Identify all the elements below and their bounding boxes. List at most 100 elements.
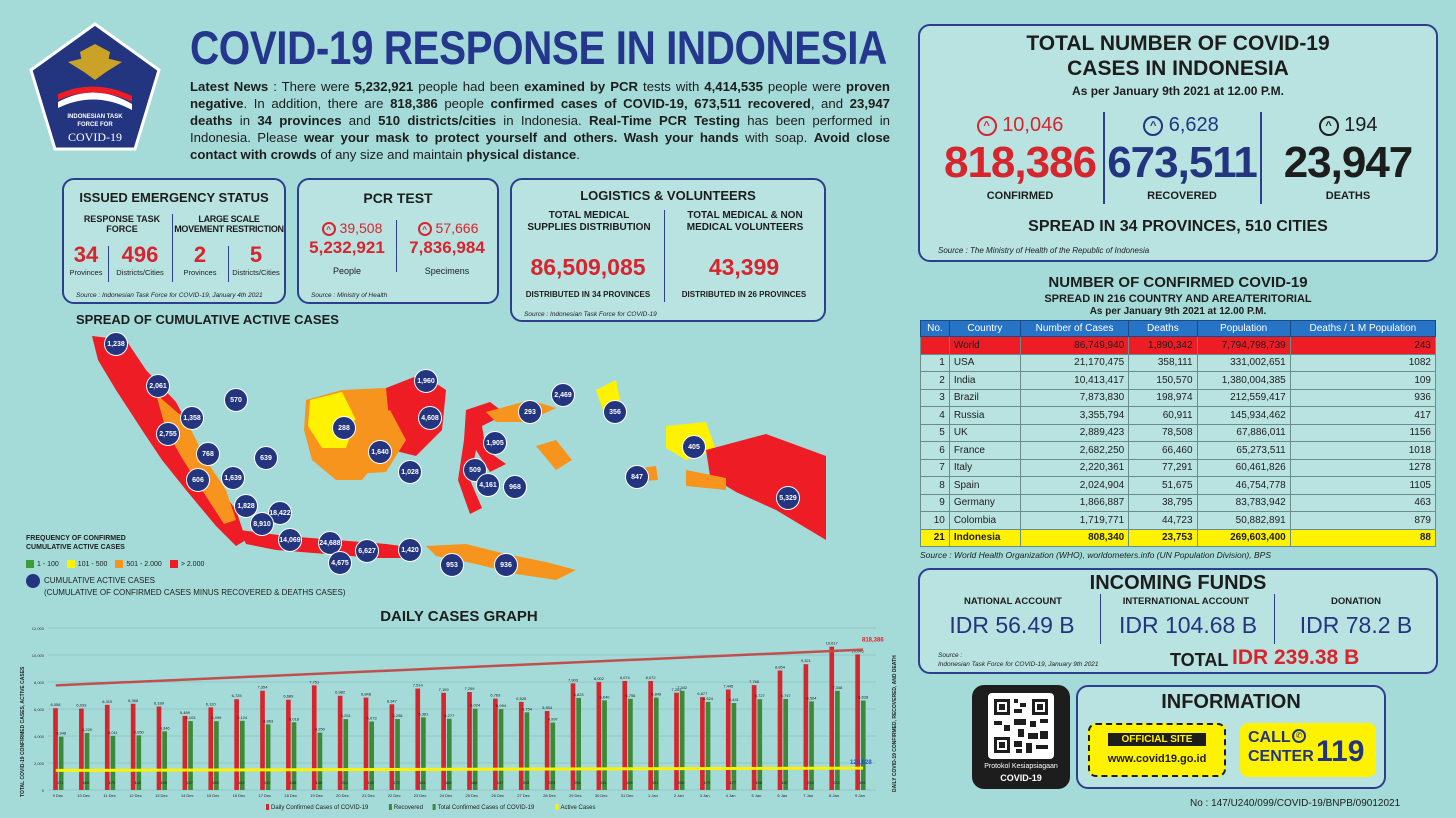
recovered-bar (214, 721, 219, 790)
chart-legend-label: Recovered (394, 805, 423, 811)
table-cell: 7 (920, 458, 950, 477)
table-row: 4 Russia 3,355,794 60,911 145,934,462 417 (920, 406, 1437, 425)
map-case-dot: 1,028 (398, 460, 422, 484)
qr-line2: COVID-19 (1000, 773, 1042, 783)
legend-swatch (388, 804, 392, 810)
confirmed-data-label: 7,445 (723, 683, 734, 688)
confirmed-bar (311, 685, 317, 790)
emergency-title: ISSUED EMERGENCY STATUS (79, 190, 269, 205)
table-cell: Germany (948, 493, 1021, 512)
chart-legend-label: Daily Confirmed Cases of COVID-19 (271, 805, 369, 811)
table-cell: 2 (920, 371, 950, 390)
recovered-bar (860, 700, 866, 790)
confirmed-data-label: 6,725 (232, 693, 243, 698)
up-arrow-icon: ^ (1143, 115, 1164, 136)
recovered-bar (679, 690, 685, 790)
y-axis-label: TOTAL COVID-19 CONFIRMED CASES, ACTIVE C… (20, 666, 26, 797)
confirmed-bar (493, 698, 498, 790)
table-cell: 212,559,417 (1196, 388, 1291, 407)
recovered-data-label: 6,524 (703, 696, 714, 701)
table-cell: 8 (920, 476, 950, 495)
confirmed-bar (286, 699, 291, 790)
up-arrow-icon: ^ (321, 222, 336, 237)
pcr-l1: People (332, 266, 362, 276)
emergency-v1: 34 (73, 242, 99, 267)
legend-swatch (115, 560, 124, 568)
active-data-label: 161 (419, 780, 426, 785)
funds-v1: IDR 56.49 B (949, 612, 1075, 638)
table-cell: 2,889,423 (1019, 423, 1130, 442)
confirmed-bar (260, 690, 265, 790)
table-cell: 198,974 (1128, 388, 1198, 407)
recovered-bar (731, 703, 737, 790)
x-tick-label: 13 Dec (155, 793, 168, 798)
qr-line1: Protokol Kesiapsiagaan (984, 763, 1058, 770)
total-l1: CONFIRMED (986, 190, 1054, 202)
recovered-data-label: 4,220 (82, 727, 93, 732)
pcr-inc2: 57,666 (435, 220, 479, 236)
call-center-button[interactable]: CALL ✆ CENTER 119 (1240, 723, 1376, 777)
table-cell: 331,002,651 (1196, 353, 1291, 372)
table-row: 6 France 2,682,250 66,460 65,273,511 1018 (920, 441, 1437, 460)
recovered-data-label: 5,099 (211, 715, 222, 720)
table-cell: 1,890,342 (1128, 336, 1198, 355)
recovered-data-label: 5,258 (393, 713, 404, 718)
map-legend-title1: FREQUENCY OF CONFIRMED (26, 535, 126, 542)
active-data-label: 179 (704, 780, 711, 785)
recovered-data-label: 4,250 (315, 727, 326, 732)
legend-label: 1 - 100 (37, 560, 59, 568)
map-case-dot: 953 (440, 553, 464, 577)
confirmed-bar (130, 703, 136, 790)
table-cell: 23,753 (1128, 528, 1198, 547)
table-cell: 1156 (1289, 423, 1437, 442)
legend-label: 101 - 500 (77, 560, 108, 568)
recovered-data-label: 5,277 (444, 713, 455, 718)
logistics-panel: LOGISTICS & VOLUNTEERS TOTAL MEDICAL SUP… (510, 178, 826, 322)
active-data-label: 143 (367, 780, 374, 785)
map-case-dot: 2,755 (156, 422, 180, 446)
confirmed-data-label: 7,199 (439, 687, 450, 692)
legend-label: 501 - 2.000 (126, 560, 162, 568)
x-tick-label: 22 Dec (388, 793, 401, 798)
active-data-label: 221 (341, 780, 348, 785)
table-cell: 83,783,942 (1196, 493, 1291, 512)
document-number: No : 147/U240/099/COVID-19/BNPB/09012021 (1190, 798, 1401, 809)
qr-card[interactable]: Protokol Kesiapsiagaan COVID-19 (972, 685, 1070, 789)
emergency-status-panel: ISSUED EMERGENCY STATUS RESPONSE TASK FO… (62, 178, 286, 304)
recovered-bar (628, 698, 633, 790)
x-tick-label: 17 Dec (258, 793, 271, 798)
news-text: tests with (638, 79, 705, 94)
legend-item: 101 - 500 (66, 560, 108, 568)
table-cell: 808,340 (1019, 528, 1130, 547)
recovered-data-label: 6,628 (858, 695, 869, 700)
table-header: Number of Cases (1019, 320, 1130, 337)
total-title2: CASES IN INDONESIA (1067, 57, 1289, 80)
active-data-label: 198 (755, 780, 762, 785)
news-text: : There were (268, 79, 355, 94)
active-data-label: 142 (264, 780, 271, 785)
confirmed-bar (389, 704, 395, 790)
recovered-data-label: 6,024 (470, 703, 481, 708)
table-row: 10 Colombia 1,719,771 44,723 50,882,891 879 (920, 511, 1437, 530)
x-tick-label: 31 Dec (621, 793, 634, 798)
confirmed-bar (53, 708, 58, 790)
confirmed-bar (777, 670, 783, 790)
confirmed-bar (622, 681, 628, 790)
total-end-label: 818,386 (862, 638, 884, 644)
map-legend: 1 - 100 101 - 500 501 - 2.000 > 2.000 (26, 560, 204, 568)
legend-swatch (66, 560, 75, 568)
recovered-bar (317, 732, 323, 790)
map-case-dot: 356 (603, 400, 627, 424)
pcr-panel: PCR TEST ^ 39,508 ^ 57,666 5,232,921 7,8… (297, 178, 499, 304)
y-tick-label: 12,000 (32, 626, 45, 631)
confirmed-data-label: 5,489 (180, 710, 191, 715)
recovered-bar (783, 698, 788, 790)
recovered-data-label: 4,050 (134, 729, 145, 734)
official-site-link[interactable]: OFFICIAL SITE www.covid19.go.id (1088, 723, 1226, 777)
logo-line3: COVID-19 (68, 130, 122, 144)
logistics-source: Source : Indonesian Task Force for COVID… (524, 311, 657, 318)
map-case-dot: 847 (625, 465, 649, 489)
confirmed-data-label: 8,074 (620, 675, 631, 680)
x-tick-label: 28 Dec (543, 793, 556, 798)
total-recovered: 673,511 (1107, 138, 1258, 187)
